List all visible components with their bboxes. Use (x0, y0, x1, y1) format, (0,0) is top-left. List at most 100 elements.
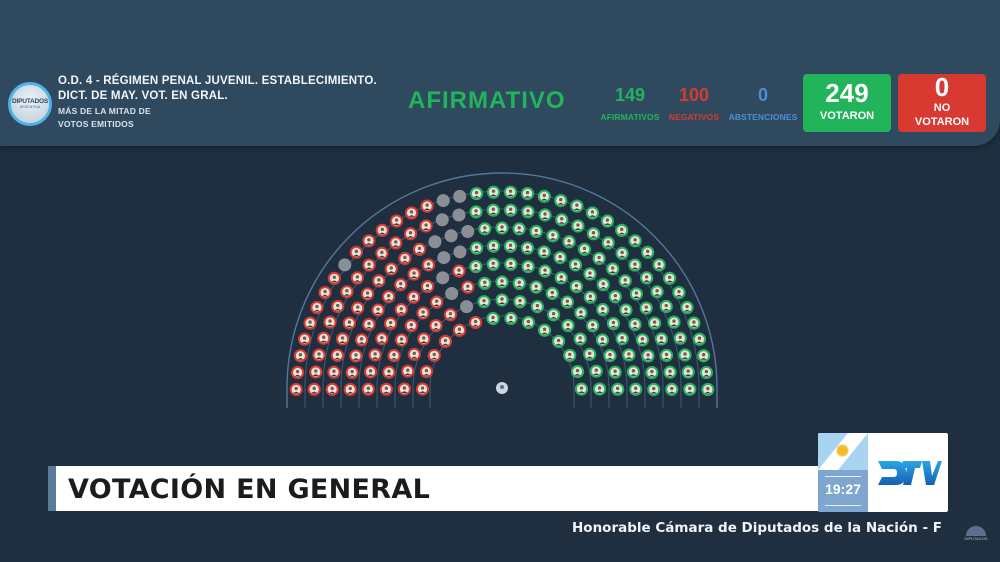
seat-negativo (407, 267, 421, 281)
seat-negativo (430, 295, 444, 309)
seat-afirmativo (663, 365, 677, 379)
seat-afirmativo (665, 382, 679, 396)
abstenciones-count: 0 (757, 85, 768, 105)
seat-afirmativo (611, 382, 625, 396)
seat-negativo (297, 332, 312, 346)
stat-abstenciones: 0 ABSTENCIONES (728, 84, 798, 122)
president-seat (496, 382, 508, 394)
seat-empty (453, 245, 467, 259)
seat-negativo (452, 264, 466, 278)
seat-afirmativo (692, 332, 707, 346)
diputados-logo: DIPUTADOS ARGENTINA (8, 82, 52, 126)
seat-afirmativo (667, 315, 681, 329)
negativos-label: NEGATIVOS (668, 112, 720, 122)
seat-negativo (309, 365, 323, 379)
seat-negativo (429, 318, 443, 333)
seat-afirmativo (560, 295, 574, 309)
seat-afirmativo (608, 290, 622, 304)
seat-negativo (394, 303, 408, 317)
seat-negativo (420, 199, 434, 213)
seat-afirmativo (538, 208, 552, 222)
no-votaron-label-2: VOTARON (914, 116, 970, 128)
seat-afirmativo (529, 224, 543, 239)
afirmativos-count: 149 (614, 85, 646, 105)
majority-rule-line1: MÁS DE LA MITAD DE (58, 106, 151, 116)
seat-afirmativo (554, 193, 568, 208)
seat-afirmativo (529, 280, 543, 294)
seat-negativo (394, 278, 408, 292)
row-divider-arc (304, 190, 700, 408)
seat-afirmativo (530, 300, 545, 314)
seat-afirmativo (596, 303, 610, 317)
seat-afirmativo (521, 315, 536, 330)
seat-negativo (404, 319, 418, 333)
row-divider-arc (429, 315, 575, 408)
seat-afirmativo (641, 245, 655, 259)
seat-afirmativo (512, 276, 526, 290)
seat-afirmativo (641, 349, 655, 363)
seat-afirmativo (574, 306, 588, 320)
seat-negativo (345, 365, 359, 380)
seat-afirmativo (619, 303, 633, 317)
seat-afirmativo (592, 251, 606, 266)
seat-afirmativo (606, 316, 621, 331)
seat-negativo (335, 332, 350, 346)
seat-empty (436, 271, 450, 285)
seat-afirmativo (618, 274, 632, 288)
seat-afirmativo (629, 287, 644, 301)
seat-negativo (293, 349, 307, 363)
seat-afirmativo (663, 271, 677, 285)
seat-negativo (383, 316, 398, 331)
seat-afirmativo (469, 205, 483, 219)
seat-negativo (327, 365, 341, 379)
seat-afirmativo (615, 332, 629, 346)
seat-negativo (310, 300, 324, 315)
seat-afirmativo (495, 293, 509, 307)
seat-afirmativo (615, 246, 629, 260)
seat-negativo (420, 279, 435, 294)
lower-third-accent (48, 466, 56, 511)
seat-empty (445, 286, 459, 300)
seat-negativo (403, 227, 418, 241)
seat-afirmativo (672, 285, 686, 300)
seat-afirmativo (603, 349, 617, 363)
seat-empty (437, 251, 451, 265)
seat-negativo (387, 349, 401, 363)
seat-afirmativo (615, 223, 629, 237)
seat-afirmativo (495, 221, 509, 235)
seat-afirmativo (628, 317, 642, 332)
logo-subtext: ARGENTINA (19, 105, 41, 109)
seat-afirmativo (622, 348, 636, 362)
seat-afirmativo (635, 333, 650, 347)
seat-negativo (312, 348, 326, 362)
seat-afirmativo (645, 365, 659, 380)
row-divider-arc (376, 262, 628, 408)
seat-negativo (375, 223, 389, 237)
clock-time: 19:27 (825, 481, 861, 497)
ticker-text: Honorable Cámara de Diputados de la Naci… (572, 520, 943, 536)
seat-afirmativo (538, 264, 552, 278)
seat-afirmativo (595, 333, 610, 347)
seat-negativo (382, 290, 396, 304)
motion-title: O.D. 4 - RÉGIMEN PENAL JUVENIL. ESTABLEC… (58, 75, 377, 102)
seat-afirmativo (503, 239, 518, 253)
seat-negativo (407, 290, 421, 304)
seat-afirmativo (478, 222, 492, 236)
seat-afirmativo (495, 275, 509, 289)
seat-afirmativo (571, 219, 585, 233)
watermark-text: DIPUTADOS (964, 536, 988, 541)
seat-afirmativo (546, 308, 561, 322)
votaron-label: VOTARON (819, 110, 875, 122)
seat-afirmativo (592, 382, 607, 396)
seat-negativo (362, 234, 376, 248)
majority-rule-line2: VOTOS EMITIDOS (58, 119, 134, 129)
seat-afirmativo (574, 382, 589, 396)
seat-afirmativo (659, 348, 674, 362)
vote-outcome: AFIRMATIVO (408, 87, 566, 114)
stat-afirmativos: 149 AFIRMATIVOS (598, 84, 662, 122)
seat-negativo (419, 219, 433, 233)
seat-negativo (361, 382, 375, 396)
seat-negativo (363, 365, 378, 379)
seat-afirmativo (573, 332, 587, 346)
seat-afirmativo (504, 311, 518, 326)
